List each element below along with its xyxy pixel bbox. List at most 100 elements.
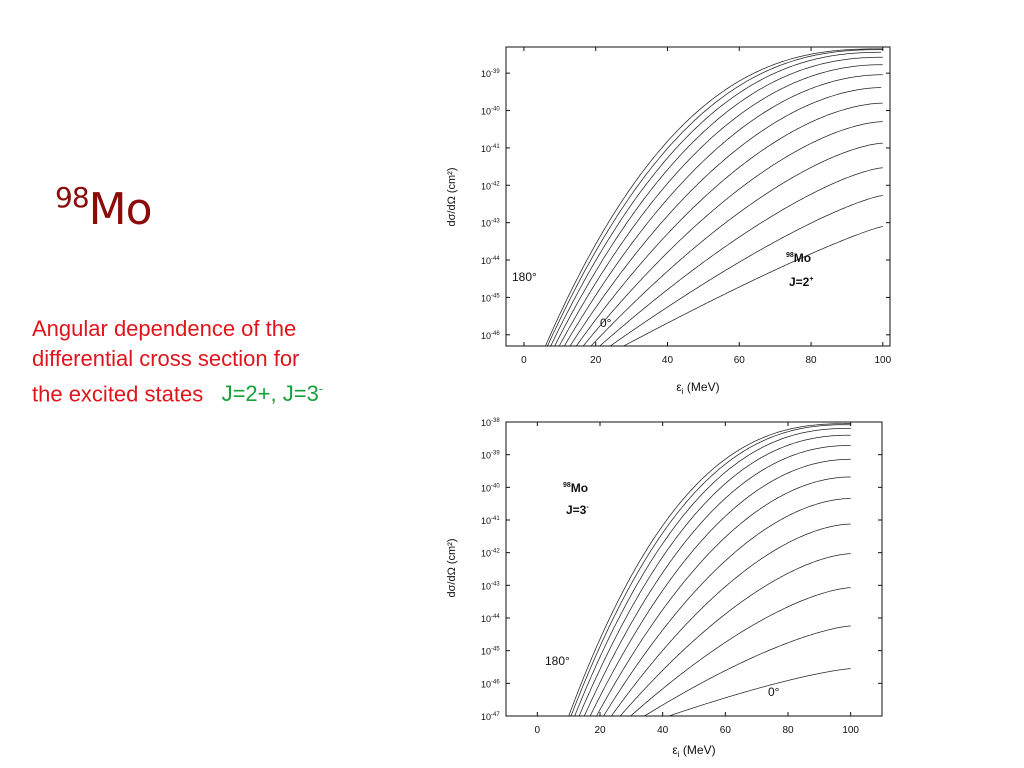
x-label-symbol: ε xyxy=(672,743,678,757)
caption-states-text: J=2+, J=3 xyxy=(221,381,319,407)
y-tick-base: 10 xyxy=(481,679,491,689)
x-label-unit: (MeV) xyxy=(684,380,720,394)
curve-3 xyxy=(554,56,883,346)
curve-10 xyxy=(630,587,851,716)
x-label-subscript: i xyxy=(678,750,680,759)
x-label-unit: (MeV) xyxy=(680,743,716,757)
plot-state-label: J=3- xyxy=(566,503,589,517)
plot-element-sup: 98 xyxy=(563,482,571,489)
plot-state-sup: + xyxy=(809,276,813,283)
y-tick-label: 10-43 xyxy=(481,219,500,229)
y-tick-exponent: -39 xyxy=(491,69,500,75)
slide-caption: Angular dependence of the differential c… xyxy=(32,314,332,409)
plot-element-label: 98Mo xyxy=(563,481,588,495)
caption-states: J=2+, J=3- xyxy=(222,381,323,406)
curve-6 xyxy=(596,476,851,716)
y-axis-label: dσ/dΩ (cm²) xyxy=(446,167,458,226)
x-label-symbol: ε xyxy=(676,380,682,394)
y-tick-label: 10-40 xyxy=(481,483,500,493)
y-tick-exponent: -40 xyxy=(491,483,500,489)
y-tick-base: 10 xyxy=(481,293,491,303)
curve-4 xyxy=(583,445,851,716)
y-axis-label: dσ/dΩ (cm²) xyxy=(446,538,458,597)
curve-10 xyxy=(599,167,883,346)
plot-element-sup: 98 xyxy=(786,252,794,259)
curve-5 xyxy=(589,458,851,716)
annotation-180: 180° xyxy=(545,654,570,668)
y-tick-base: 10 xyxy=(481,144,491,154)
x-tick-label: 60 xyxy=(734,355,746,366)
curve-9 xyxy=(590,142,883,346)
y-tick-base: 10 xyxy=(481,107,491,117)
y-tick-exponent: -43 xyxy=(491,581,500,587)
y-tick-base: 10 xyxy=(481,181,491,191)
y-tick-label: 10-40 xyxy=(481,107,500,117)
y-tick-label: 10-39 xyxy=(481,451,500,461)
plot-frame xyxy=(505,421,883,717)
caption-text: Angular dependence of the differential c… xyxy=(32,316,300,407)
plot-state-name: J=3 xyxy=(566,503,587,517)
y-tick-label: 10-38 xyxy=(481,418,500,428)
curve-8 xyxy=(611,523,851,716)
y-tick-base: 10 xyxy=(481,418,491,428)
curve-8 xyxy=(582,121,883,346)
y-tick-base: 10 xyxy=(481,516,491,526)
y-tick-label: 10-41 xyxy=(481,516,500,526)
plot-state-name: J=2 xyxy=(789,275,810,289)
y-tick-exponent: -46 xyxy=(491,679,500,685)
y-tick-base: 10 xyxy=(481,69,491,79)
y-tick-exponent: -39 xyxy=(491,451,500,457)
title-element: Mo xyxy=(88,184,153,235)
plot-state-sup: - xyxy=(586,504,589,511)
x-tick-label: 40 xyxy=(657,725,669,736)
y-tick-exponent: -43 xyxy=(491,219,500,225)
y-tick-label: 10-46 xyxy=(481,679,500,689)
y-tick-exponent: -42 xyxy=(491,549,500,555)
y-tick-label: 10-44 xyxy=(481,614,500,624)
y-tick-exponent: -44 xyxy=(491,256,500,262)
x-tick-label: 100 xyxy=(842,725,859,736)
x-tick-label: 60 xyxy=(720,725,732,736)
y-tick-exponent: -38 xyxy=(491,418,500,424)
y-tick-exponent: -44 xyxy=(491,614,500,620)
curve-6 xyxy=(569,87,882,346)
x-tick-label: 20 xyxy=(594,725,606,736)
y-tick-label: 10-42 xyxy=(481,181,500,191)
curve-11 xyxy=(643,625,851,716)
annotation-0: 0° xyxy=(600,316,612,330)
y-tick-base: 10 xyxy=(481,219,491,229)
y-tick-base: 10 xyxy=(481,451,491,461)
y-tick-base: 10 xyxy=(481,712,491,722)
y-tick-base: 10 xyxy=(481,256,491,266)
plot-element-label: 98Mo xyxy=(786,251,811,265)
annotation-180: 180° xyxy=(512,270,537,284)
x-tick-label: 40 xyxy=(662,355,674,366)
curve-5 xyxy=(563,74,883,346)
curves xyxy=(568,423,851,716)
y-tick-label: 10-45 xyxy=(481,647,500,657)
curve-1 xyxy=(547,49,883,346)
annotation-0: 0° xyxy=(768,685,780,699)
y-tick-exponent: -45 xyxy=(491,293,500,299)
curve-2 xyxy=(550,51,882,346)
curve-7 xyxy=(575,102,883,346)
y-tick-label: 10-39 xyxy=(481,69,500,79)
y-tick-exponent: -46 xyxy=(491,331,500,337)
curve-4 xyxy=(558,64,883,346)
y-tick-label: 10-47 xyxy=(481,712,500,722)
curve-3 xyxy=(578,434,851,716)
curve-11 xyxy=(609,195,883,346)
curve-0 xyxy=(545,48,883,346)
plot-element-name: Mo xyxy=(571,481,588,495)
x-axis-label: εi (MeV) xyxy=(676,380,719,396)
y-tick-label: 10-44 xyxy=(481,256,500,266)
curve-0 xyxy=(568,423,851,716)
y-tick-exponent: -41 xyxy=(491,516,500,522)
x-tick-label: 0 xyxy=(521,355,527,366)
y-tick-label: 10-45 xyxy=(481,293,500,303)
x-label-subscript: i xyxy=(682,387,684,396)
y-tick-label: 10-43 xyxy=(481,581,500,591)
title-mass-number: 98 xyxy=(55,181,90,214)
